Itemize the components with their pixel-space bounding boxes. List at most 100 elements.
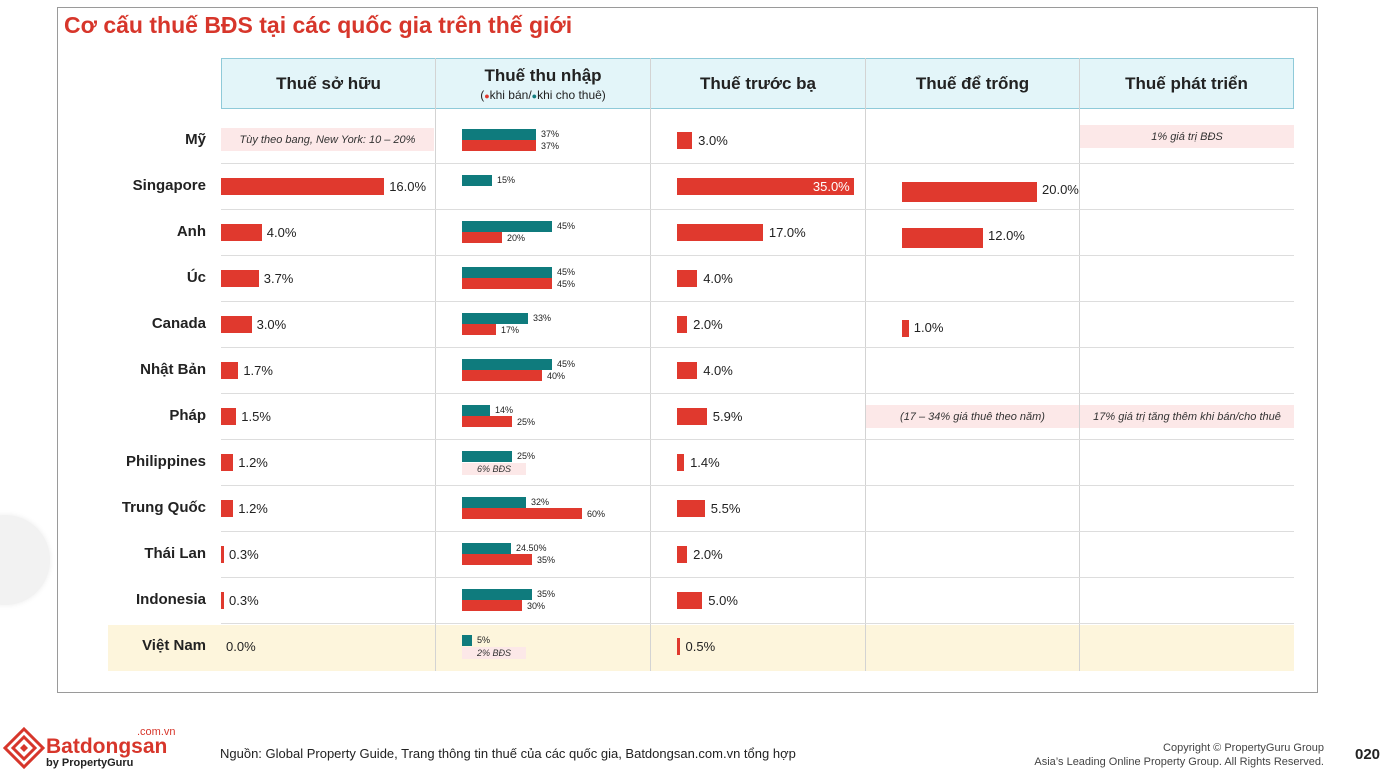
- income-rent-label: 33%: [533, 313, 552, 323]
- registration-bar: [677, 454, 685, 471]
- income-rent-label: 15%: [497, 175, 516, 185]
- page-title: Cơ cấu thuế BĐS tại các quốc gia trên th…: [64, 12, 573, 38]
- header-income-tax: Thuế thu nhập (●khi bán/●khi cho thuê): [435, 58, 651, 109]
- header-development-tax: Thuế phát triển: [1079, 58, 1294, 109]
- decorative-circle: [0, 515, 50, 605]
- row-divider: [221, 209, 1294, 210]
- row-divider: [221, 255, 1294, 256]
- ownership-bar: [221, 454, 234, 471]
- income-rent-bar: [462, 175, 492, 186]
- header-development-label: Thuế phát triển: [1125, 73, 1248, 93]
- income-rent-bar: [462, 221, 552, 232]
- country-label: Mỹ: [185, 131, 206, 148]
- registration-bar: [677, 132, 693, 149]
- logo-name: Batdongsan: [46, 735, 168, 758]
- income-rent-bar: [462, 589, 532, 600]
- row-divider: [221, 531, 1294, 532]
- registration-value-label: 4.0%: [703, 363, 733, 378]
- country-label: Canada: [151, 315, 206, 332]
- ownership-value-label: 1.2%: [238, 455, 268, 470]
- legend-open-paren: (: [480, 87, 485, 102]
- registration-value-label: 4.0%: [703, 271, 733, 286]
- ownership-note-us: Tùy theo bang, New York: 10 – 20%: [221, 128, 434, 151]
- development-note-france: 17% giá trị tăng thêm khi bán/cho thuê: [1080, 405, 1294, 428]
- income-rent-label: 32%: [531, 497, 550, 507]
- copyright-line-2: Asia’s Leading Online Property Group. Al…: [1034, 756, 1324, 768]
- header-income-label: Thuế thu nhập: [484, 65, 602, 85]
- ownership-bar: [221, 546, 225, 563]
- registration-value-label: 2.0%: [693, 317, 723, 332]
- source-note: Nguồn: Global Property Guide, Trang thôn…: [220, 746, 796, 761]
- income-sell-bar: [462, 232, 502, 243]
- income-sell-bar: [462, 416, 512, 427]
- income-rent-label: 14%: [495, 405, 514, 415]
- registration-value-label: 35.0%: [812, 179, 850, 194]
- income-rent-bar: [462, 359, 552, 370]
- vacancy-value-label: 20.0%: [1042, 182, 1079, 197]
- income-rent-label: 37%: [541, 129, 560, 139]
- ownership-value-label: 3.0%: [256, 317, 287, 332]
- registration-value-label: 3.0%: [698, 133, 728, 148]
- income-sell-label: 20%: [507, 233, 526, 243]
- vacancy-bar: [902, 320, 909, 337]
- registration-bar: [677, 224, 763, 241]
- registration-value-label: 5.0%: [708, 593, 738, 608]
- income-sell-bar: [462, 600, 522, 611]
- header-income-legend: (●khi bán/●khi cho thuê): [480, 88, 606, 102]
- registration-bar: [677, 592, 703, 609]
- income-sell-bar: [462, 140, 536, 151]
- row-divider: [221, 577, 1294, 578]
- country-label: Úc: [186, 269, 206, 286]
- row-divider: [221, 485, 1294, 486]
- vacancy-note-france: (17 – 34% giá thuê theo năm): [866, 405, 1079, 428]
- ownership-bar: [221, 224, 262, 241]
- income-rent-bar: [462, 267, 552, 278]
- vacancy-value-label: 1.0%: [913, 320, 944, 335]
- slide-frame: [57, 7, 1318, 693]
- registration-value-label: 1.4%: [690, 455, 720, 470]
- column-divider: [435, 58, 436, 671]
- income-sell-label: 35%: [537, 555, 556, 565]
- country-label: Pháp: [169, 407, 206, 424]
- ownership-value-label: 3.7%: [263, 271, 294, 286]
- logo-by-propertyguru: by PropertyGuru: [46, 757, 134, 769]
- header-vacancy-label: Thuế để trống: [915, 73, 1030, 93]
- batdongsan-logo-icon: [3, 727, 45, 769]
- development-note-us: 1% giá trị BĐS: [1080, 125, 1294, 148]
- vacancy-bar: [902, 182, 1037, 202]
- registration-bar: [677, 546, 688, 563]
- registration-bar: [677, 362, 698, 379]
- registration-value-label: 17.0%: [768, 225, 806, 240]
- country-label: Trung Quốc: [121, 499, 206, 516]
- income-rent-bar: [462, 497, 526, 508]
- column-divider: [650, 58, 651, 671]
- ownership-bar: [221, 178, 385, 195]
- teal-dot-icon: ●: [531, 90, 538, 101]
- legend-rent-label: khi cho thuê): [537, 87, 606, 102]
- income-note-philippines: 6% BĐS: [462, 463, 526, 475]
- registration-value-label: 5.9%: [712, 409, 743, 424]
- income-rent-bar: [462, 635, 472, 646]
- income-rent-label: 35%: [537, 589, 556, 599]
- income-sell-bar: [462, 278, 552, 289]
- legend-sell-label: khi bán/: [489, 87, 532, 102]
- income-sell-label: 25%: [517, 417, 536, 427]
- ownership-value-label: 1.5%: [241, 409, 271, 424]
- vacancy-value-label: 12.0%: [988, 228, 1025, 243]
- ownership-value-label: 0.3%: [229, 547, 259, 562]
- income-rent-label: 45%: [557, 267, 576, 277]
- column-divider: [865, 58, 866, 671]
- income-rent-label: 25%: [517, 451, 536, 461]
- registration-bar: [677, 638, 680, 655]
- country-label: Nhật Bản: [140, 361, 206, 378]
- income-sell-bar: [462, 554, 532, 565]
- header-vacancy-tax: Thuế để trống: [865, 58, 1080, 109]
- row-divider: [221, 439, 1294, 440]
- header-registration-label: Thuế trước bạ: [699, 73, 817, 93]
- ownership-value-label: 1.7%: [243, 363, 273, 378]
- ownership-value-label: 0.3%: [229, 593, 259, 608]
- vacancy-bar: [902, 228, 983, 248]
- ownership-value-label: 4.0%: [266, 225, 297, 240]
- country-label: Việt Nam: [142, 637, 206, 654]
- ownership-bar: [221, 270, 259, 287]
